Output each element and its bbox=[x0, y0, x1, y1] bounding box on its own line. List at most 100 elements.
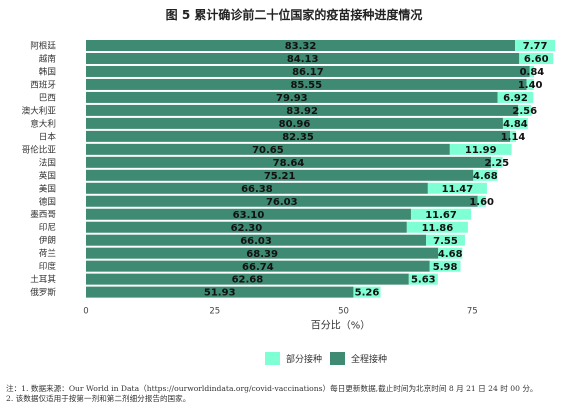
bar-full-5 bbox=[86, 104, 519, 116]
bar-partial-5 bbox=[518, 104, 532, 116]
value-label-full-6: 80.96 bbox=[279, 119, 311, 130]
bar-partial-10 bbox=[473, 169, 498, 181]
value-label-full-4: 79.93 bbox=[276, 93, 308, 104]
value-label-full-18: 62.68 bbox=[232, 275, 264, 286]
x-tick-label-2: 50 bbox=[338, 307, 349, 317]
category-label-15: 伊朗 bbox=[39, 234, 56, 246]
value-label-full-15: 66.03 bbox=[240, 236, 272, 247]
bar-full-16 bbox=[86, 247, 439, 259]
bar-partial-4 bbox=[497, 91, 534, 103]
bar-full-13 bbox=[86, 208, 411, 220]
category-label-3: 西班牙 bbox=[30, 78, 56, 90]
category-label-8: 哥伦比亚 bbox=[22, 143, 57, 155]
legend-label-partial: 部分接种 bbox=[286, 353, 322, 365]
value-label-partial-1: 6.60 bbox=[524, 54, 549, 65]
value-label-partial-12: 1.60 bbox=[469, 197, 494, 208]
bar-partial-3 bbox=[526, 78, 534, 90]
bar-full-7 bbox=[86, 130, 511, 142]
bar-full-9 bbox=[86, 156, 491, 168]
bar-full-3 bbox=[86, 78, 527, 90]
bar-full-10 bbox=[86, 169, 474, 181]
value-label-full-0: 83.32 bbox=[285, 41, 317, 52]
bar-full-18 bbox=[86, 273, 409, 285]
category-label-6: 意大利 bbox=[30, 117, 56, 129]
bar-partial-8 bbox=[449, 143, 512, 155]
value-label-partial-11: 11.47 bbox=[442, 184, 474, 195]
bar-partial-16 bbox=[438, 247, 463, 259]
value-label-partial-17: 5.98 bbox=[433, 262, 458, 273]
bar-partial-12 bbox=[477, 195, 486, 207]
bar-full-1 bbox=[86, 52, 520, 64]
category-label-1: 越南 bbox=[39, 52, 57, 64]
category-label-13: 墨西哥 bbox=[30, 209, 56, 220]
category-label-10: 英国 bbox=[39, 169, 56, 181]
bar-partial-6 bbox=[502, 117, 528, 129]
chart-title: 图 5 累计确诊前二十位国家的疫苗接种进度情况 bbox=[165, 8, 423, 22]
value-label-full-7: 82.35 bbox=[282, 132, 314, 143]
bar-full-11 bbox=[86, 182, 428, 194]
bar-partial-2 bbox=[529, 65, 535, 77]
value-label-full-8: 70.65 bbox=[252, 145, 284, 156]
category-label-2: 韩国 bbox=[39, 65, 56, 77]
value-label-partial-2: 0.84 bbox=[520, 67, 545, 78]
value-label-partial-4: 6.92 bbox=[503, 93, 528, 104]
value-label-full-12: 76.03 bbox=[266, 197, 298, 208]
bar-full-8 bbox=[86, 143, 450, 155]
value-label-full-16: 68.39 bbox=[246, 249, 278, 260]
value-label-partial-16: 4.68 bbox=[438, 249, 463, 260]
value-label-full-14: 62.30 bbox=[231, 223, 263, 234]
x-axis-title: 百分比（%） bbox=[311, 320, 371, 332]
bar-partial-1 bbox=[519, 52, 554, 64]
category-label-5: 澳大利亚 bbox=[22, 104, 57, 116]
value-label-full-3: 85.55 bbox=[290, 80, 322, 91]
x-tick-label-3: 75 bbox=[467, 307, 478, 317]
value-label-full-5: 83.92 bbox=[286, 106, 318, 117]
bar-full-4 bbox=[86, 91, 498, 103]
value-label-full-19: 51.93 bbox=[204, 288, 236, 299]
footnote-2: 2. 该数据仅适用于按第一剂和第二剂细分报告的国家。 bbox=[6, 394, 191, 403]
category-label-4: 巴西 bbox=[39, 92, 57, 103]
category-label-19: 俄罗斯 bbox=[30, 286, 56, 298]
x-tick-label-0: 0 bbox=[83, 307, 88, 317]
value-label-full-10: 75.21 bbox=[264, 171, 296, 182]
category-label-9: 法国 bbox=[39, 156, 56, 168]
bar-full-14 bbox=[86, 221, 407, 233]
legend-label-full: 全程接种 bbox=[351, 353, 387, 365]
bar-full-15 bbox=[86, 234, 427, 246]
value-label-full-1: 84.13 bbox=[287, 54, 319, 65]
bar-partial-0 bbox=[515, 40, 556, 51]
value-label-partial-18: 5.63 bbox=[411, 275, 436, 286]
value-label-partial-15: 7.55 bbox=[433, 236, 458, 247]
value-label-full-11: 66.38 bbox=[241, 184, 273, 195]
bar-partial-9 bbox=[490, 156, 503, 168]
value-label-partial-13: 11.67 bbox=[425, 210, 457, 221]
stacked-bar-chart: 阿根廷 83.32 7.77 越南 84.13 6.60 韩国 86.17 0.84 西班牙 85.… bbox=[22, 40, 556, 365]
value-label-full-17: 66.74 bbox=[242, 262, 274, 273]
category-label-11: 美国 bbox=[39, 182, 56, 194]
value-label-partial-9: 2.25 bbox=[484, 158, 509, 169]
bar-partial-14 bbox=[406, 221, 468, 233]
bar-full-17 bbox=[86, 260, 430, 272]
value-label-partial-3: 1.40 bbox=[518, 80, 543, 91]
bar-partial-13 bbox=[410, 208, 472, 220]
category-label-14: 印尼 bbox=[39, 221, 56, 233]
bar-partial-17 bbox=[429, 260, 461, 272]
value-label-partial-7: 1.14 bbox=[501, 132, 526, 143]
value-label-partial-8: 11.99 bbox=[465, 145, 497, 156]
bar-partial-19 bbox=[353, 286, 381, 298]
category-label-18: 土耳其 bbox=[30, 273, 56, 285]
category-label-17: 印度 bbox=[39, 260, 57, 272]
legend-swatch-full bbox=[330, 352, 345, 365]
value-label-partial-14: 11.86 bbox=[422, 223, 454, 234]
value-label-full-2: 86.17 bbox=[292, 67, 324, 78]
bar-partial-15 bbox=[426, 234, 465, 246]
bar-full-6 bbox=[86, 117, 503, 129]
value-label-partial-19: 5.26 bbox=[355, 288, 380, 299]
category-label-7: 日本 bbox=[39, 130, 57, 142]
bar-partial-7 bbox=[510, 130, 516, 142]
value-label-partial-0: 7.77 bbox=[523, 41, 548, 52]
category-label-16: 荷兰 bbox=[39, 247, 57, 259]
bar-partial-11 bbox=[427, 182, 487, 194]
footnote-1: 注：1. 数据来源：Our World in Data（https://ourw… bbox=[6, 384, 538, 393]
bar-full-0 bbox=[86, 40, 516, 51]
